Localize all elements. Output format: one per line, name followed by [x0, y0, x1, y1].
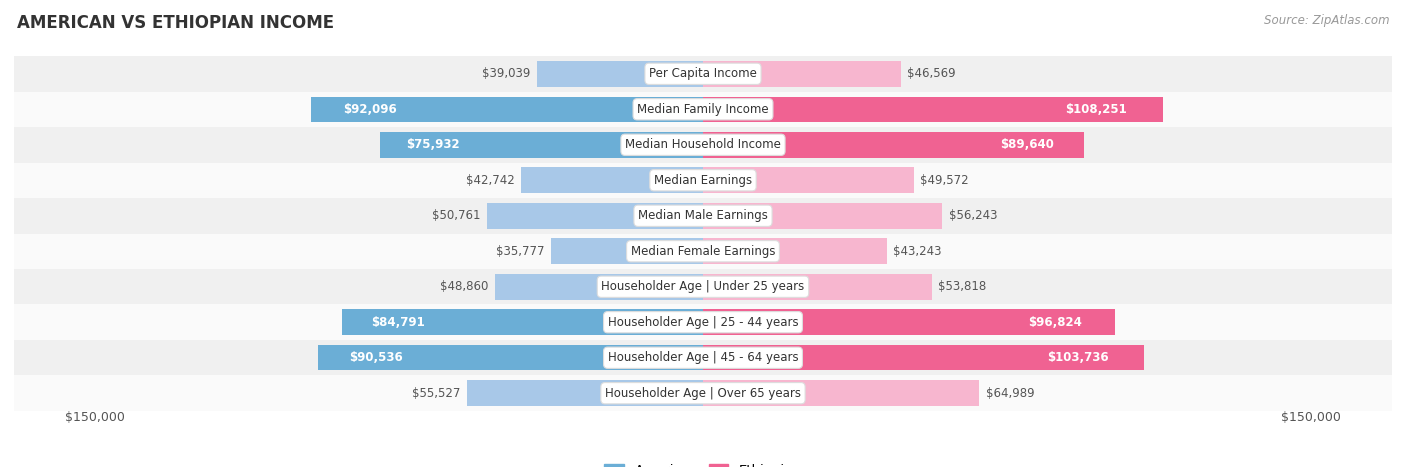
Text: Householder Age | Over 65 years: Householder Age | Over 65 years — [605, 387, 801, 400]
Bar — [1, 234, 1405, 269]
Text: $49,572: $49,572 — [920, 174, 969, 187]
Bar — [495, 274, 703, 299]
Text: Median Male Earnings: Median Male Earnings — [638, 209, 768, 222]
Text: Per Capita Income: Per Capita Income — [650, 67, 756, 80]
Bar — [318, 345, 703, 370]
Text: Householder Age | 25 - 44 years: Householder Age | 25 - 44 years — [607, 316, 799, 329]
Bar — [311, 97, 703, 122]
Bar — [703, 97, 1163, 122]
Bar — [1, 269, 1405, 304]
Text: $43,243: $43,243 — [893, 245, 942, 258]
Text: Median Family Income: Median Family Income — [637, 103, 769, 116]
Text: Householder Age | 45 - 64 years: Householder Age | 45 - 64 years — [607, 351, 799, 364]
Bar — [703, 203, 942, 228]
Text: $55,527: $55,527 — [412, 387, 461, 400]
Text: $150,000: $150,000 — [1281, 411, 1341, 424]
Text: $150,000: $150,000 — [65, 411, 125, 424]
Text: $42,742: $42,742 — [467, 174, 515, 187]
Bar — [703, 168, 914, 193]
Bar — [703, 345, 1144, 370]
Text: Median Earnings: Median Earnings — [654, 174, 752, 187]
Text: $89,640: $89,640 — [1000, 138, 1053, 151]
Text: AMERICAN VS ETHIOPIAN INCOME: AMERICAN VS ETHIOPIAN INCOME — [17, 14, 335, 32]
Bar — [380, 132, 703, 157]
Text: $75,932: $75,932 — [406, 138, 460, 151]
Text: Median Household Income: Median Household Income — [626, 138, 780, 151]
Bar — [1, 198, 1405, 234]
Bar — [1, 92, 1405, 127]
Text: Householder Age | Under 25 years: Householder Age | Under 25 years — [602, 280, 804, 293]
Bar — [703, 61, 901, 86]
Text: $46,569: $46,569 — [907, 67, 956, 80]
Bar — [467, 381, 703, 406]
Text: $50,761: $50,761 — [432, 209, 481, 222]
Bar — [1, 56, 1405, 92]
Bar — [703, 310, 1115, 335]
Bar — [343, 310, 703, 335]
Text: Source: ZipAtlas.com: Source: ZipAtlas.com — [1264, 14, 1389, 27]
Bar — [703, 239, 887, 264]
Bar — [486, 203, 703, 228]
Text: $39,039: $39,039 — [482, 67, 530, 80]
Text: $53,818: $53,818 — [938, 280, 987, 293]
Bar — [1, 127, 1405, 163]
Text: $92,096: $92,096 — [343, 103, 396, 116]
Text: $103,736: $103,736 — [1047, 351, 1109, 364]
Text: Median Female Earnings: Median Female Earnings — [631, 245, 775, 258]
Bar — [537, 61, 703, 86]
Bar — [703, 132, 1084, 157]
Text: $90,536: $90,536 — [349, 351, 402, 364]
Bar — [703, 274, 932, 299]
Text: $48,860: $48,860 — [440, 280, 489, 293]
Legend: American, Ethiopian: American, Ethiopian — [599, 459, 807, 467]
Text: $56,243: $56,243 — [949, 209, 997, 222]
Bar — [1, 340, 1405, 375]
Text: $96,824: $96,824 — [1028, 316, 1081, 329]
Bar — [1, 375, 1405, 411]
Text: $108,251: $108,251 — [1064, 103, 1126, 116]
Bar — [703, 381, 980, 406]
Text: $64,989: $64,989 — [986, 387, 1035, 400]
Bar — [522, 168, 703, 193]
Text: $84,791: $84,791 — [371, 316, 425, 329]
Text: $35,777: $35,777 — [496, 245, 544, 258]
Bar — [1, 163, 1405, 198]
Bar — [551, 239, 703, 264]
Bar — [1, 304, 1405, 340]
